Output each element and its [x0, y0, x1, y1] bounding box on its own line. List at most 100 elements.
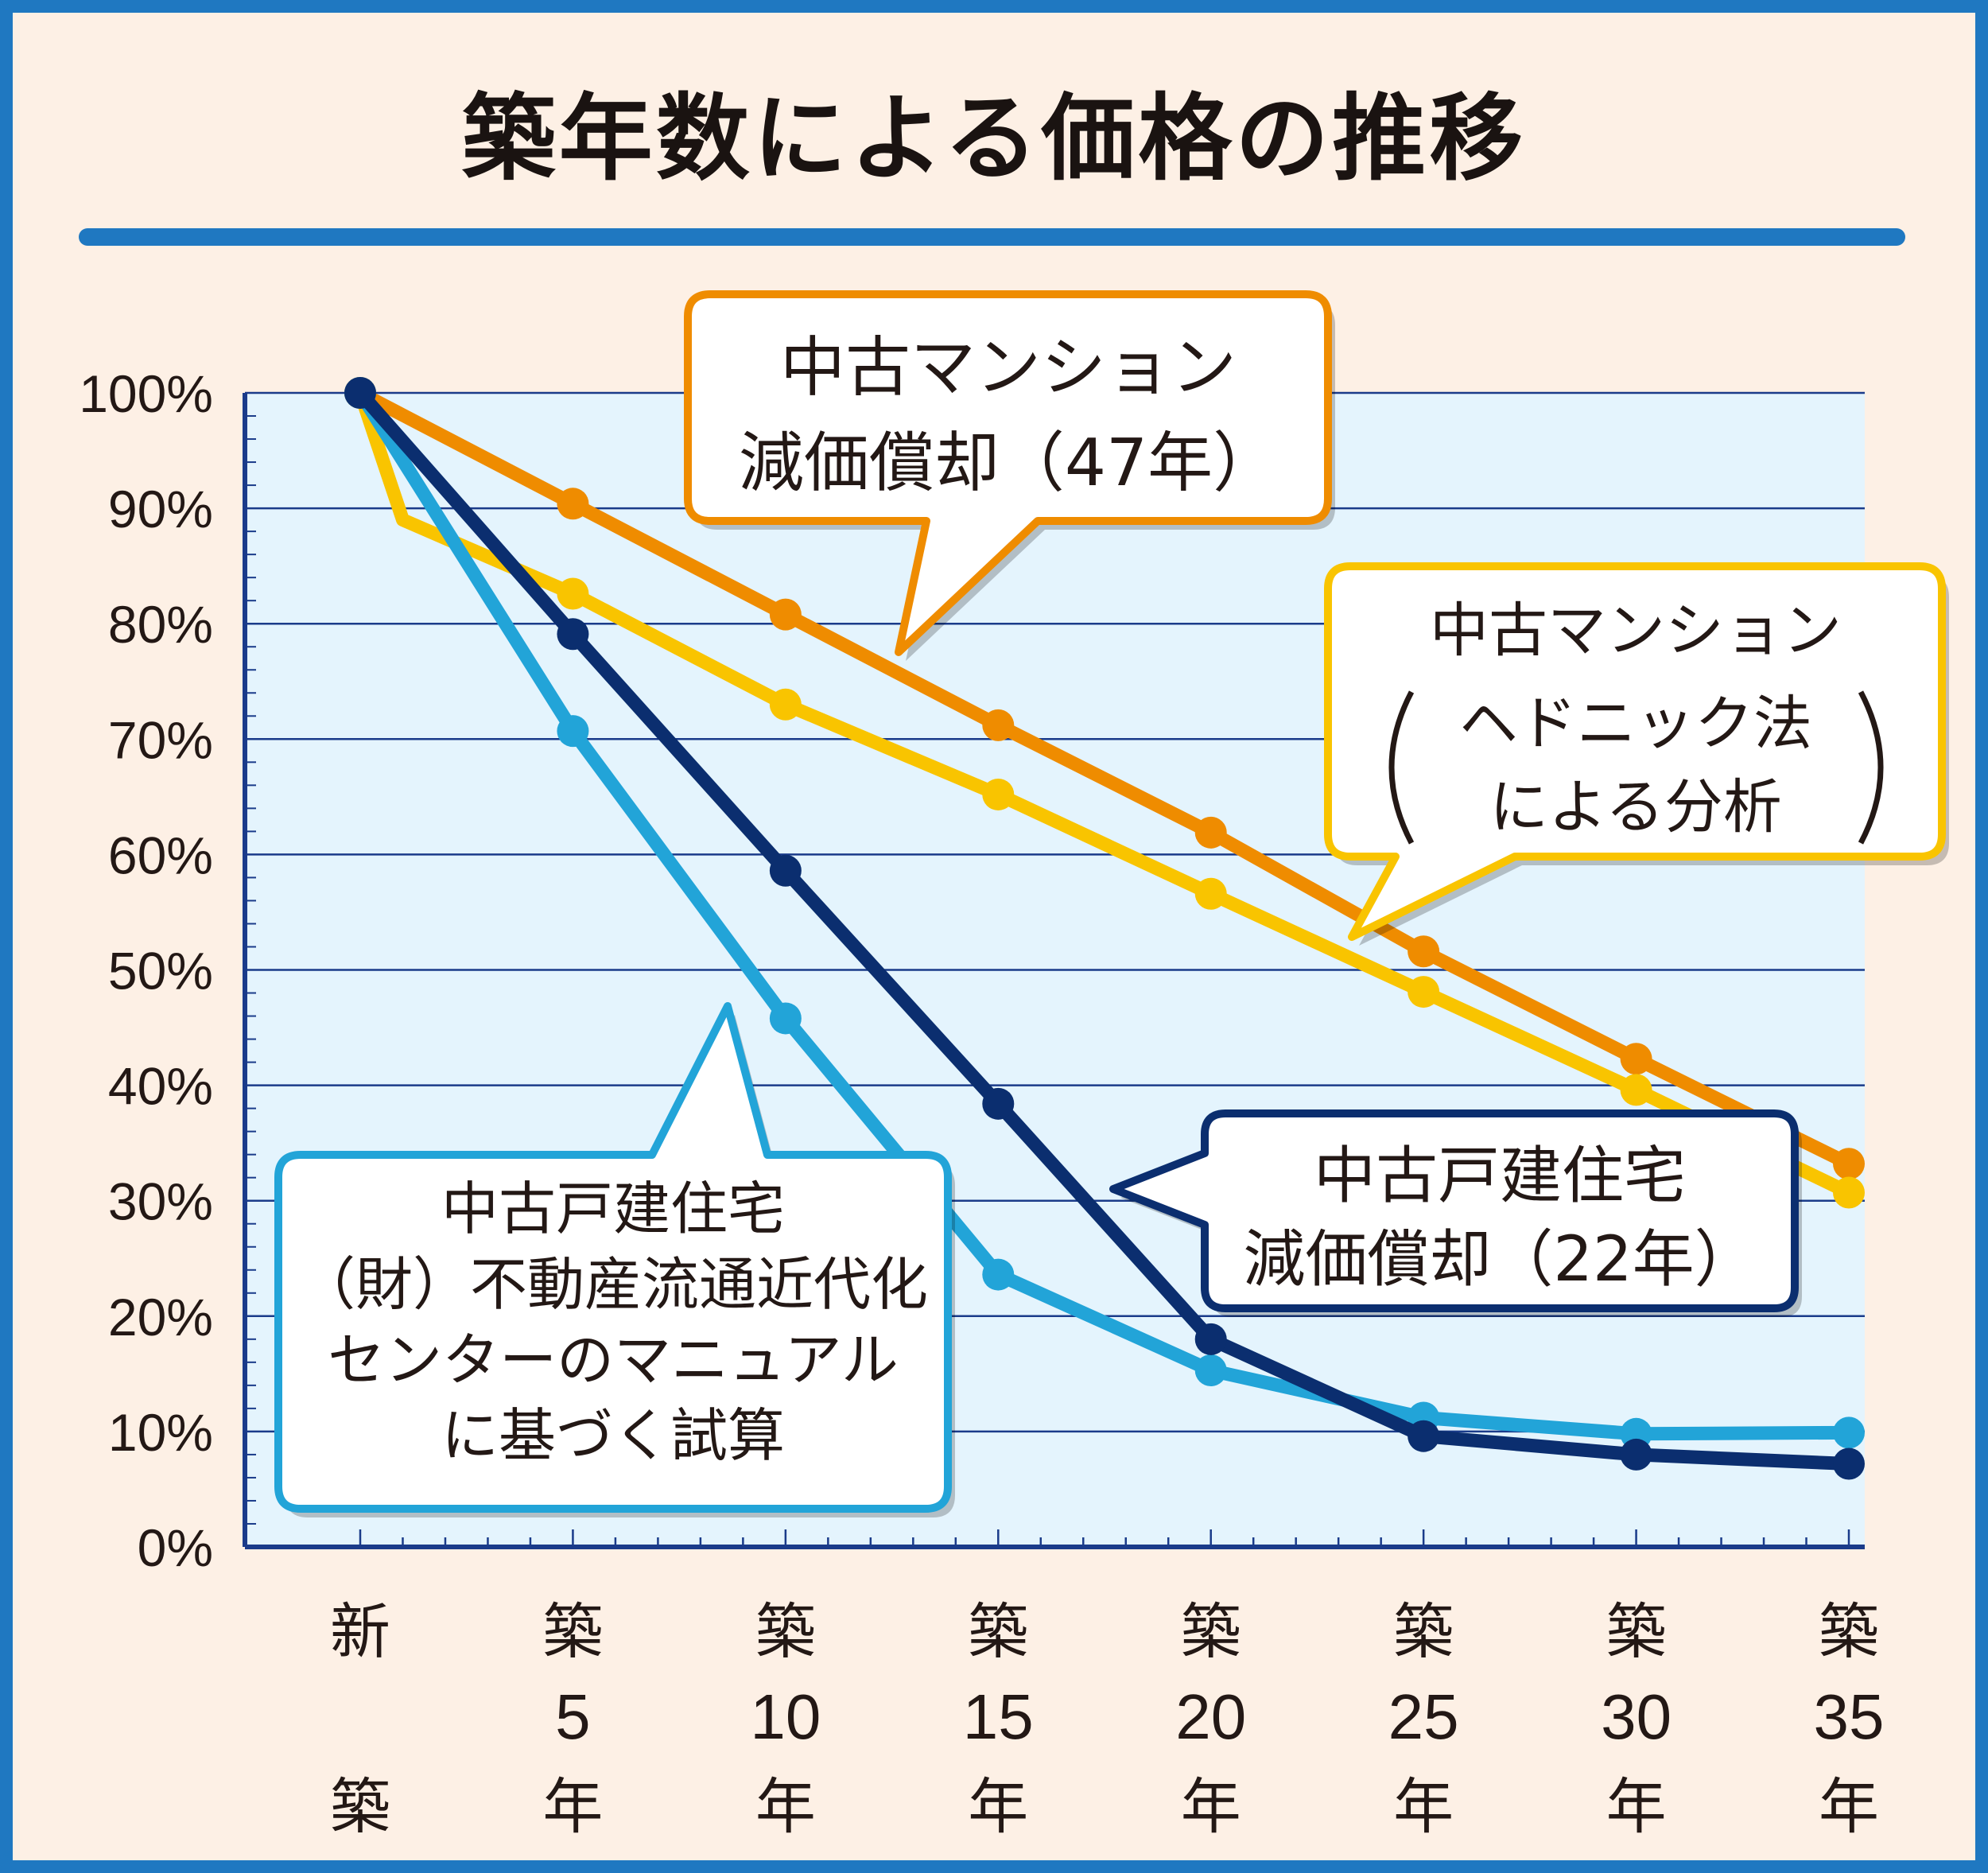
series-line	[353, 386, 1856, 1471]
callout-line: 減価償却（47年）	[739, 426, 1278, 501]
chart-title: 築年数による価格の推移	[462, 84, 1526, 193]
paren-open	[1388, 690, 1415, 845]
callout-line: 中古マンション	[780, 330, 1237, 406]
x-tick-top: 築	[755, 1596, 816, 1667]
x-tick-label: 築 35 年	[1814, 1596, 1885, 1842]
series-lines	[344, 377, 1865, 1480]
series-line	[353, 386, 1856, 1441]
data-point	[1833, 1447, 1865, 1480]
x-tick-top: 築	[542, 1596, 603, 1667]
y-tick-label: 20%	[108, 1288, 213, 1346]
callout-line: 中古戸建住宅	[441, 1175, 785, 1242]
series-mansion_47	[344, 377, 1865, 1180]
data-point	[982, 709, 1015, 741]
x-tick-bottom: 年	[542, 1771, 603, 1842]
callout-line: 減価償却（22年）	[1243, 1224, 1756, 1296]
y-tick-label: 60%	[108, 826, 213, 884]
paren-close	[1858, 690, 1884, 845]
x-tick-num: 35	[1814, 1681, 1885, 1752]
data-point	[344, 377, 376, 409]
data-point	[769, 598, 802, 631]
callout-box	[1324, 562, 1946, 941]
callout-line: に基づく試算	[441, 1402, 785, 1469]
data-point	[982, 778, 1015, 810]
data-point	[1408, 976, 1440, 1008]
x-tick-num: 10	[750, 1681, 821, 1752]
callouts: 中古マンション減価償却（47年）中古マンションヘドニック法による分析中古戸建住宅…	[274, 290, 1949, 1517]
axes	[243, 393, 1865, 1549]
x-tick-label: 築 10 年	[750, 1596, 821, 1842]
callout-box	[274, 1002, 952, 1513]
y-tick-labels: 0% 10% 20% 30% 40% 50% 60% 70% 80% 90% 100%	[79, 364, 213, 1577]
data-point	[1833, 1176, 1865, 1209]
x-tick-num: 15	[963, 1681, 1034, 1752]
x-tick-top: 築	[1819, 1596, 1879, 1667]
data-point	[1194, 1354, 1227, 1386]
y-tick-label: 0%	[138, 1518, 213, 1577]
x-tick-bottom: 築	[330, 1771, 390, 1842]
data-point	[1194, 816, 1227, 849]
x-tick-bottom: 年	[968, 1771, 1028, 1842]
callout-line: センターのマニュアル	[328, 1327, 899, 1393]
data-point	[1408, 1420, 1440, 1452]
x-tick-top: 築	[1181, 1596, 1241, 1667]
data-point	[1194, 1323, 1227, 1355]
data-point	[1408, 935, 1440, 968]
callout-line: ヘドニック法	[1459, 690, 1812, 758]
callout-line: （財）不動産流通近代化	[298, 1251, 928, 1318]
y-tick-label: 50%	[108, 942, 213, 1001]
data-point	[1833, 1416, 1865, 1449]
y-tick-label: 40%	[108, 1057, 213, 1116]
y-tick-label: 80%	[108, 595, 213, 654]
y-tick-label: 100%	[79, 364, 213, 423]
callout-box	[1109, 1109, 1799, 1312]
x-tick-bottom: 年	[1819, 1771, 1879, 1842]
x-tick-top: 築	[1393, 1596, 1454, 1667]
x-tick-bottom: 年	[1606, 1771, 1667, 1842]
x-tick-bottom: 年	[1393, 1771, 1454, 1842]
x-tick-label: 築 25 年	[1388, 1596, 1459, 1842]
data-point	[557, 488, 589, 520]
data-point	[1620, 1074, 1652, 1106]
x-tick-label: 築 5 年	[542, 1596, 603, 1842]
data-point	[557, 577, 589, 610]
data-point	[1194, 877, 1227, 910]
callout-line: による分析	[1489, 773, 1782, 841]
x-tick-label: 新築	[330, 1596, 390, 1842]
series-house_22	[344, 377, 1865, 1480]
series-line	[353, 386, 1856, 1171]
x-tick-top: 築	[968, 1596, 1028, 1667]
data-point	[769, 1002, 802, 1035]
x-tick-num: 25	[1388, 1681, 1459, 1752]
x-tick-num: 20	[1175, 1681, 1246, 1752]
x-tick-num: 30	[1601, 1681, 1672, 1752]
data-point	[982, 1087, 1015, 1120]
y-tick-label: 10%	[108, 1403, 213, 1462]
callout-line: 中古マンション	[1430, 596, 1842, 665]
data-point	[769, 854, 802, 887]
data-point	[557, 618, 589, 651]
data-point	[1620, 1438, 1652, 1471]
x-tick-top: 築	[1606, 1596, 1667, 1667]
data-point	[982, 1258, 1015, 1291]
y-tick-label: 90%	[108, 480, 213, 538]
data-point	[557, 715, 589, 748]
y-tick-label: 70%	[108, 710, 213, 769]
data-point	[1833, 1148, 1865, 1180]
callout-line: 中古戸建住宅	[1314, 1141, 1686, 1212]
x-tick-label: 築 30 年	[1601, 1596, 1672, 1842]
x-tick-bottom: 年	[1181, 1771, 1241, 1842]
x-tick-label: 築 15 年	[963, 1596, 1034, 1842]
x-tick-label: 築 20 年	[1175, 1596, 1246, 1842]
x-tick-num: 5	[555, 1681, 591, 1752]
callout-box	[684, 290, 1332, 656]
data-point	[769, 688, 802, 721]
x-tick-bottom: 年	[755, 1771, 816, 1842]
